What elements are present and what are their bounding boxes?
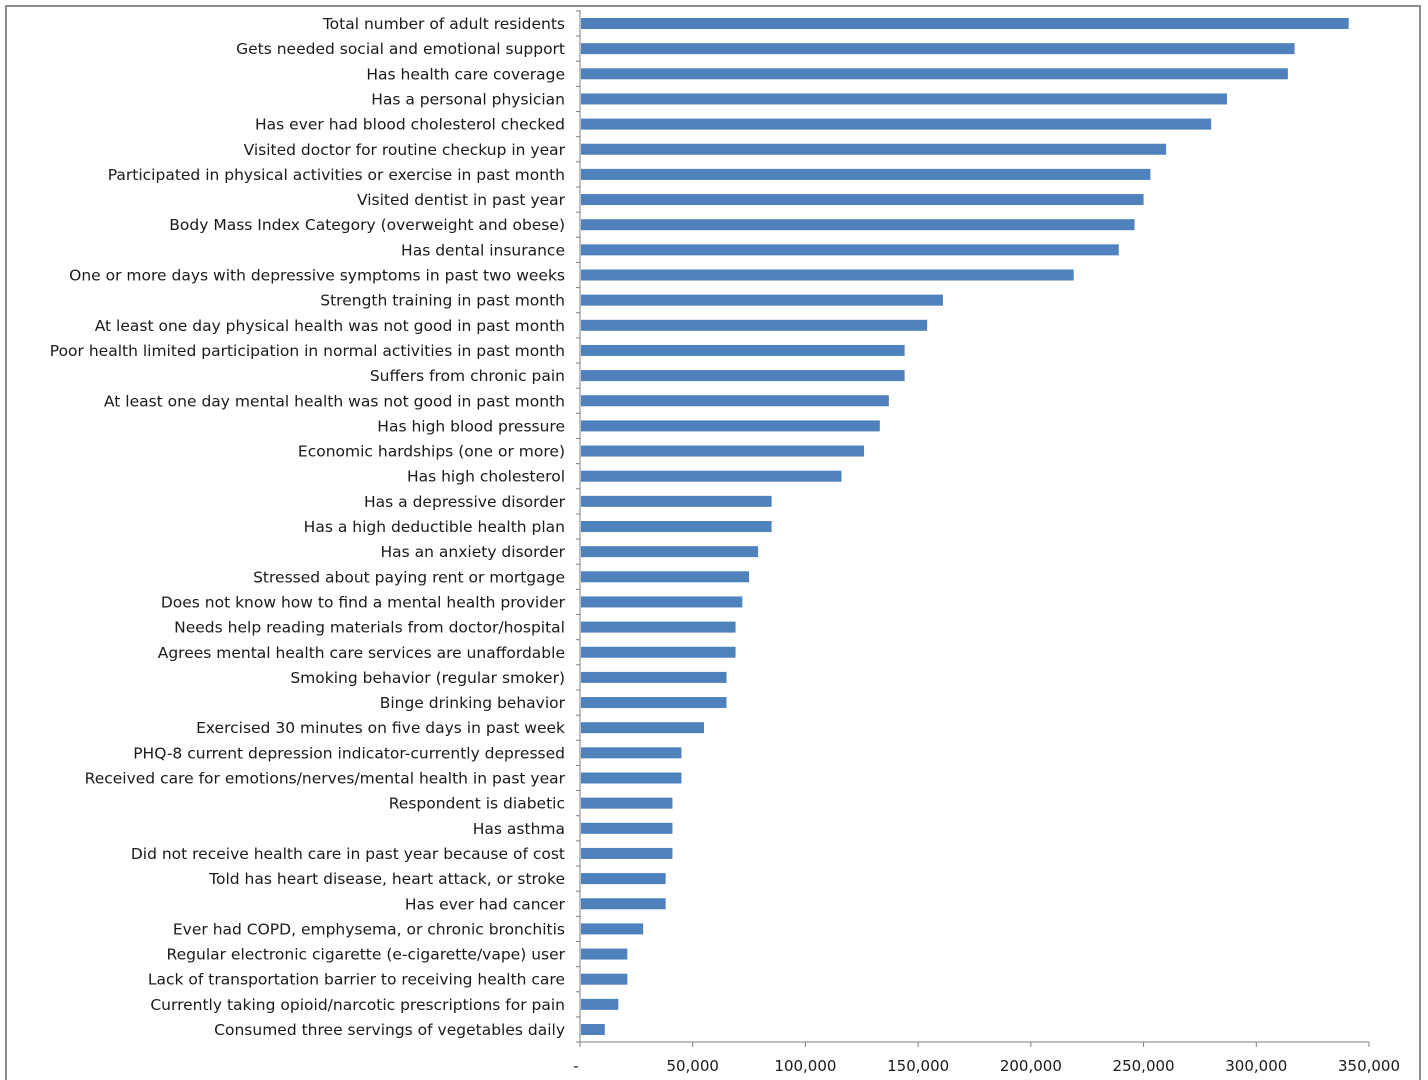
- bar-has-a-high-deductible-health-plan: [581, 521, 772, 532]
- category-label: At least one day physical health was not…: [95, 317, 565, 335]
- bar-smoking-behavior-regular-smoker: [581, 671, 727, 683]
- bar-told-has-heart-disease-heart-attack-or-stroke: [581, 873, 666, 885]
- bar-visited-dentist-in-past-year: [581, 194, 1144, 206]
- category-label: At least one day mental health was not g…: [104, 392, 565, 410]
- category-label: Needs help reading materials from doctor…: [174, 619, 565, 637]
- bar-has-ever-had-blood-cholesterol-checked: [581, 118, 1212, 130]
- bar-has-high-cholesterol: [581, 470, 842, 482]
- x-tick-label: 50,000: [666, 1057, 719, 1075]
- bar-phq-8-current-depression-indicator-currently-depressed: [581, 747, 682, 759]
- category-label: Did not receive health care in past year…: [131, 845, 565, 863]
- category-label: Regular electronic cigarette (e-cigarett…: [167, 946, 566, 964]
- category-label: Visited doctor for routine checkup in ye…: [244, 141, 566, 159]
- bar-has-high-blood-pressure: [581, 420, 880, 432]
- category-label: Suffers from chronic pain: [370, 367, 565, 385]
- x-tick-labels: - 50,000 100,000 150,000 200,000 250,000 300,0…: [573, 1057, 1400, 1075]
- bar-one-or-more-days-with-depressive-symptoms-in-past-two-weeks: [581, 269, 1074, 281]
- bar-economic-hardships-one-or-more: [581, 445, 865, 457]
- category-label: PHQ-8 current depression indicator-curre…: [133, 744, 565, 762]
- category-label: Lack of transportation barrier to receiv…: [148, 971, 565, 989]
- x-tick-label: 350,000: [1338, 1057, 1400, 1075]
- bar-at-least-one-day-physical-health-was-not-good-in-past-month: [581, 319, 928, 331]
- x-tick-label: -: [573, 1057, 578, 1075]
- category-label: Currently taking opioid/narcotic prescri…: [150, 996, 565, 1014]
- axes-group: [576, 10, 1370, 1047]
- bar-has-a-personal-physician: [581, 93, 1227, 105]
- category-label: Respondent is diabetic: [389, 795, 565, 813]
- bar-lack-of-transportation-barrier-to-receiving-health-care: [581, 973, 628, 985]
- category-label: Has dental insurance: [401, 241, 565, 259]
- category-label: Body Mass Index Category (overweight and…: [169, 216, 565, 234]
- bar-has-dental-insurance: [581, 244, 1119, 256]
- category-label: Ever had COPD, emphysema, or chronic bro…: [173, 920, 565, 938]
- category-label: Has an anxiety disorder: [381, 543, 566, 561]
- category-label: Received care for emotions/nerves/mental…: [85, 770, 566, 788]
- category-label: Has ever had cancer: [405, 895, 566, 913]
- bar-received-care-for-emotions-nerves-mental-health-in-past-year: [581, 772, 682, 784]
- bar-stressed-about-paying-rent-or-mortgage: [581, 571, 750, 583]
- category-label: Has a depressive disorder: [364, 493, 566, 511]
- bar-respondent-is-diabetic: [581, 797, 673, 809]
- bar-ever-had-copd-emphysema-or-chronic-bronchitis: [581, 923, 644, 935]
- category-label: Economic hardships (one or more): [298, 443, 565, 461]
- bar-has-asthma: [581, 822, 673, 834]
- bar-consumed-three-servings-of-vegetables-daily: [581, 1024, 605, 1035]
- category-label: Binge drinking behavior: [380, 694, 566, 712]
- category-label: Has high blood pressure: [377, 417, 565, 435]
- bar-does-not-know-how-to-find-a-mental-health-provider: [581, 596, 743, 608]
- category-label: Total number of adult residents: [322, 15, 565, 33]
- bar-total-number-of-adult-residents: [581, 18, 1349, 29]
- bar-currently-taking-opioid-narcotic-prescriptions-for-pain: [581, 998, 619, 1010]
- bar-poor-health-limited-participation-in-normal-activities-in-past-month: [581, 344, 905, 356]
- category-label: Exercised 30 minutes on five days in pas…: [196, 719, 565, 737]
- category-label: Stressed about paying rent or mortgage: [253, 568, 565, 586]
- bar-regular-electronic-cigarette-e-cigarette-vape-user: [581, 948, 628, 960]
- bar-at-least-one-day-mental-health-was-not-good-in-past-month: [581, 395, 889, 407]
- x-tick-label: 250,000: [1113, 1057, 1175, 1075]
- bar-visited-doctor-for-routine-checkup-in-year: [581, 143, 1167, 155]
- x-tick-label: 150,000: [887, 1057, 949, 1075]
- bar-binge-drinking-behavior: [581, 697, 727, 709]
- x-tick-label: 200,000: [1000, 1057, 1062, 1075]
- bar-suffers-from-chronic-pain: [581, 370, 905, 382]
- bar-did-not-receive-health-care-in-past-year-because-of-cost: [581, 847, 673, 859]
- category-label: Has a personal physician: [371, 90, 565, 108]
- category-label: Has high cholesterol: [407, 468, 565, 486]
- bar-has-an-anxiety-disorder: [581, 546, 759, 558]
- category-label: Participated in physical activities or e…: [108, 166, 565, 184]
- category-label: Has health care coverage: [366, 65, 565, 83]
- bar-exercised-30-minutes-on-five-days-in-past-week: [581, 722, 704, 734]
- category-label: Strength training in past month: [320, 292, 565, 310]
- bar-participated-in-physical-activities-or-exercise-in-past-month: [581, 168, 1151, 180]
- bars-group: [581, 18, 1349, 1035]
- category-label: Smoking behavior (regular smoker): [290, 669, 565, 687]
- category-label: Poor health limited participation in nor…: [50, 342, 565, 360]
- category-label: Has asthma: [473, 820, 565, 838]
- category-labels: Total number of adult residents Gets need…: [50, 15, 566, 1039]
- category-label: Has a high deductible health plan: [304, 518, 565, 536]
- category-label: One or more days with depressive symptom…: [69, 267, 565, 285]
- category-label: Told has heart disease, heart attack, or…: [208, 870, 565, 888]
- category-label: Agrees mental health care services are u…: [158, 644, 565, 662]
- category-label: Does not know how to find a mental healt…: [161, 593, 566, 611]
- bar-has-ever-had-cancer: [581, 898, 666, 910]
- chart-frame: [5, 5, 1421, 1080]
- category-label: Visited dentist in past year: [357, 191, 566, 209]
- x-tick-label: 100,000: [774, 1057, 836, 1075]
- bar-needs-help-reading-materials-from-doctor-hospital: [581, 621, 736, 633]
- category-label: Consumed three servings of vegetables da…: [214, 1021, 565, 1039]
- bar-strength-training-in-past-month: [581, 294, 943, 306]
- bar-has-a-depressive-disorder: [581, 495, 772, 507]
- bar-agrees-mental-health-care-services-are-unaffordable: [581, 646, 736, 658]
- x-tick-label: 300,000: [1225, 1057, 1287, 1075]
- category-label: Gets needed social and emotional support: [236, 40, 565, 58]
- bar-body-mass-index-category-overweight-and-obese: [581, 219, 1135, 231]
- category-label: Has ever had blood cholesterol checked: [255, 116, 565, 134]
- bar-gets-needed-social-and-emotional-support: [581, 43, 1295, 55]
- bar-has-health-care-coverage: [581, 68, 1288, 80]
